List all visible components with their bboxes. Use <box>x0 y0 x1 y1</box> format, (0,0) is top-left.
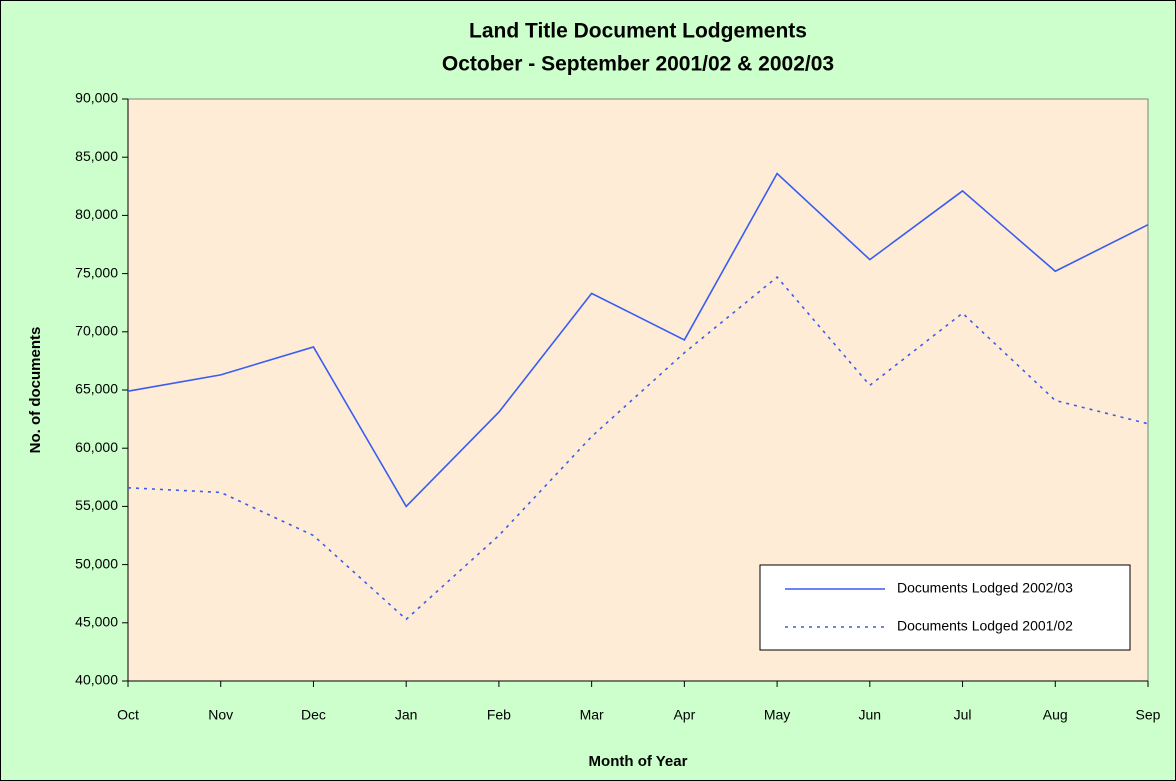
series-line <box>127 275 1149 621</box>
y-tick-label: 60,000 <box>75 439 118 455</box>
x-tick-label: Jan <box>395 707 418 723</box>
y-tick-label: 40,000 <box>75 672 118 688</box>
y-tick-label: 85,000 <box>75 148 118 164</box>
y-tick-label: 90,000 <box>75 90 118 106</box>
legend-box <box>759 564 1131 651</box>
x-tick-label: Jul <box>954 707 972 723</box>
chart-title: Land Title Document Lodgements <box>469 20 807 43</box>
y-tick-label: 50,000 <box>75 555 118 571</box>
x-tick-label: Oct <box>117 707 139 723</box>
chart-subtitle: October - September 2001/02 & 2002/03 <box>442 53 834 76</box>
x-tick-label: Nov <box>208 707 233 723</box>
legend-label: Documents Lodged 2002/03 <box>897 580 1073 596</box>
y-tick-label: 80,000 <box>75 206 118 222</box>
x-tick-label: Apr <box>673 707 695 723</box>
x-tick-label: Aug <box>1043 707 1068 723</box>
x-tick-label: May <box>764 707 790 723</box>
x-tick-label: Feb <box>487 707 511 723</box>
legend-label: Documents Lodged 2001/02 <box>897 618 1073 634</box>
x-tick-label: Mar <box>580 707 604 723</box>
x-tick-label: Dec <box>301 707 326 723</box>
x-tick-label: Sep <box>1136 707 1161 723</box>
y-tick-label: 45,000 <box>75 614 118 630</box>
y-tick-label: 70,000 <box>75 323 118 339</box>
x-tick-label: Jun <box>859 707 882 723</box>
series-line <box>127 172 1149 508</box>
y-axis-label: No. of documents <box>27 327 44 454</box>
x-axis-label: Month of Year <box>589 753 688 770</box>
y-tick-label: 75,000 <box>75 264 118 280</box>
y-tick-label: 65,000 <box>75 381 118 397</box>
y-tick-label: 55,000 <box>75 497 118 513</box>
